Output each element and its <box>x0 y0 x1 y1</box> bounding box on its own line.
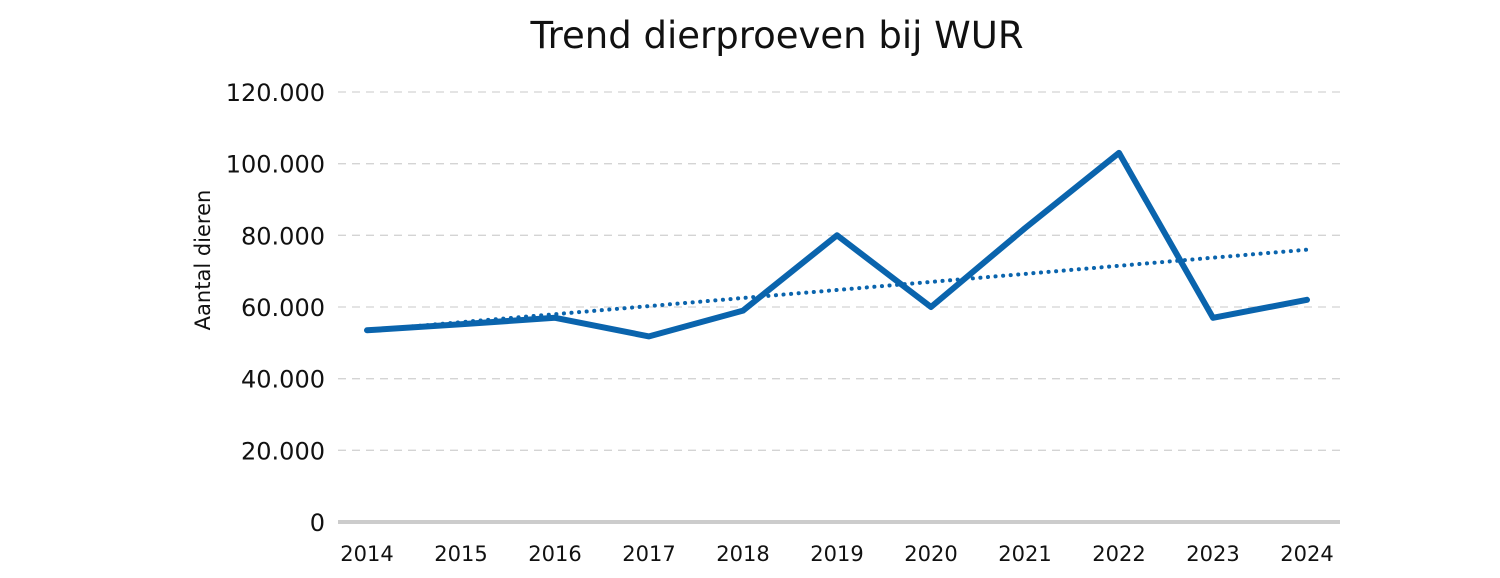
x-tick-label: 2015 <box>434 542 487 566</box>
x-tick-label: 2016 <box>528 542 581 566</box>
y-tick-label: 80.000 <box>241 222 325 250</box>
series-layer <box>364 149 1310 340</box>
y-tick-label: 120.000 <box>226 79 325 107</box>
x-tick-label: 2020 <box>904 542 957 566</box>
chart-title: Trend dierproeven bij WUR <box>529 14 1023 57</box>
y-tick-label: 100.000 <box>226 151 325 179</box>
x-tick-label: 2017 <box>622 542 675 566</box>
x-tick-label: 2019 <box>810 542 863 566</box>
trendline-series <box>365 247 1309 333</box>
y-tick-label: 60.000 <box>241 294 325 322</box>
x-tick-label: 2018 <box>716 542 769 566</box>
axis-layer: 0 20.000 40.000 60.000 80.000 100.000 120.000 2… <box>226 79 1340 566</box>
y-tick-label: 20.000 <box>241 437 325 465</box>
x-tick-label: 2023 <box>1186 542 1239 566</box>
y-tick-label: 40.000 <box>241 366 325 394</box>
y-tick-label: 0 <box>310 509 325 537</box>
data-series-line <box>364 149 1310 340</box>
x-tick-label: 2024 <box>1280 542 1333 566</box>
x-tick-label: 2014 <box>340 542 393 566</box>
y-axis-label: Aantal dieren <box>191 190 215 331</box>
x-tick-label: 2021 <box>998 542 1051 566</box>
x-tick-label: 2022 <box>1092 542 1145 566</box>
